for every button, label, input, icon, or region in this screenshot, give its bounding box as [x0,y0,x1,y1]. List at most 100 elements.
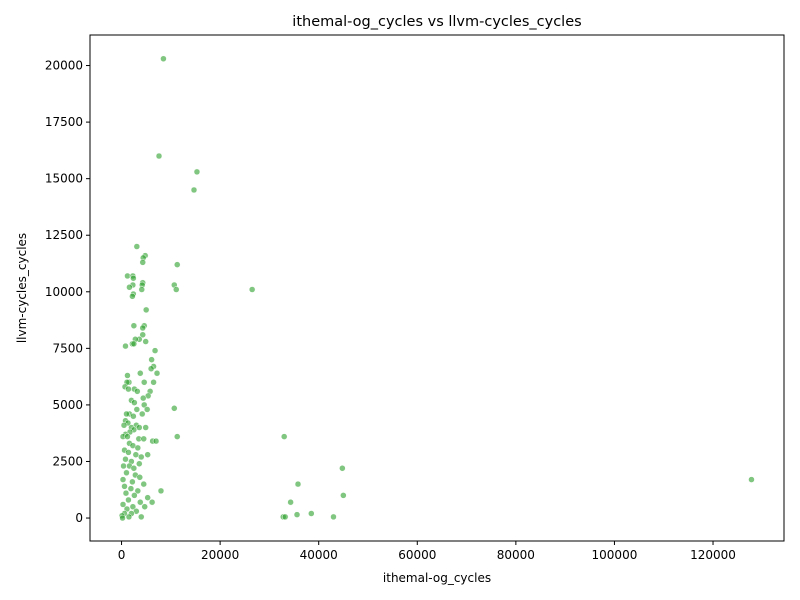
data-point [190,186,198,194]
data-point [122,455,129,463]
data-point [140,379,148,386]
data-point [133,406,141,413]
y-axis-label: llvm-cycles_cycles [15,233,29,343]
data-point [139,324,146,332]
data-point [123,469,130,477]
y-tick-label: 2500 [52,454,83,468]
data-point [131,399,138,406]
x-tick-label: 20000 [201,548,239,562]
data-point [125,385,132,393]
data-point [130,274,137,282]
data-point [120,462,127,470]
data-point [133,243,141,250]
data-point [139,410,146,418]
data-point [121,483,128,490]
data-point [139,331,146,339]
data-point [150,379,157,386]
data-point [125,449,132,456]
data-point [140,480,147,488]
data-point [129,478,136,486]
data-point [173,261,181,268]
data-point [136,424,143,431]
data-point [280,433,288,440]
x-tick-label: 120000 [690,548,736,562]
data-point [139,259,146,266]
x-axis-label: ithemal-og_cycles [383,571,491,585]
data-point [173,433,181,440]
data-point [140,435,147,443]
data-point [134,444,142,452]
data-point [144,494,151,501]
data-point [134,487,142,495]
data-point [138,286,145,293]
y-tick-label: 10000 [45,285,83,299]
data-point [124,372,131,379]
data-point [142,306,150,314]
data-point [748,476,755,483]
data-point [130,412,137,420]
data-point [137,369,144,377]
data-point [136,460,143,467]
data-point [142,338,149,345]
x-tick-label: 100000 [592,548,638,562]
data-point [137,498,144,506]
data-point [119,476,127,483]
data-point [130,340,138,348]
y-tick-label: 7500 [52,341,83,355]
data-point [147,365,155,372]
y-axis-ticks: 0 2500 5000 7500 10000 12500 15000 17500 20000 [45,59,90,525]
data-point [151,347,159,354]
plot-frame [89,34,785,542]
data-point [138,513,145,521]
y-tick-label: 5000 [52,398,83,412]
y-tick-label: 20000 [45,59,83,73]
data-point [119,514,126,522]
data-point [129,293,136,300]
data-point [152,437,160,445]
data-point [140,401,148,409]
data-point [173,286,180,293]
points-layer [118,55,755,522]
data-point [131,492,138,499]
x-tick-label: 80000 [497,548,535,562]
data-point [293,511,301,518]
data-point [126,284,133,291]
y-tick-label: 0 [75,511,83,525]
data-point [127,485,135,492]
data-point [124,272,131,280]
data-point [125,513,133,521]
y-tick-label: 12500 [45,228,83,242]
data-point [148,356,155,363]
x-axis-ticks: 0 20000 40000 60000 80000 100000 120000 [118,541,736,562]
x-tick-label: 60000 [398,548,436,562]
x-tick-label: 0 [118,548,126,562]
data-point [125,496,132,504]
data-point [130,322,138,329]
data-point [132,451,140,458]
data-point [136,474,144,481]
data-point [139,394,147,402]
x-tick-label: 40000 [300,548,338,562]
data-point [287,498,294,506]
data-point [141,503,148,510]
data-point [294,480,302,488]
data-point [153,369,161,377]
data-point [129,503,137,510]
plot-area [90,35,784,541]
data-point [171,405,178,412]
data-point [123,410,130,418]
data-point [134,388,141,395]
data-point [124,433,131,440]
data-point [339,465,346,472]
data-point [142,424,149,431]
data-point [144,451,151,458]
y-tick-label: 17500 [45,115,83,129]
data-point [340,492,347,499]
data-point [160,55,167,63]
data-point [281,513,289,521]
data-point [120,422,128,429]
data-point [143,406,151,413]
data-point [330,513,337,521]
data-point [130,465,138,472]
